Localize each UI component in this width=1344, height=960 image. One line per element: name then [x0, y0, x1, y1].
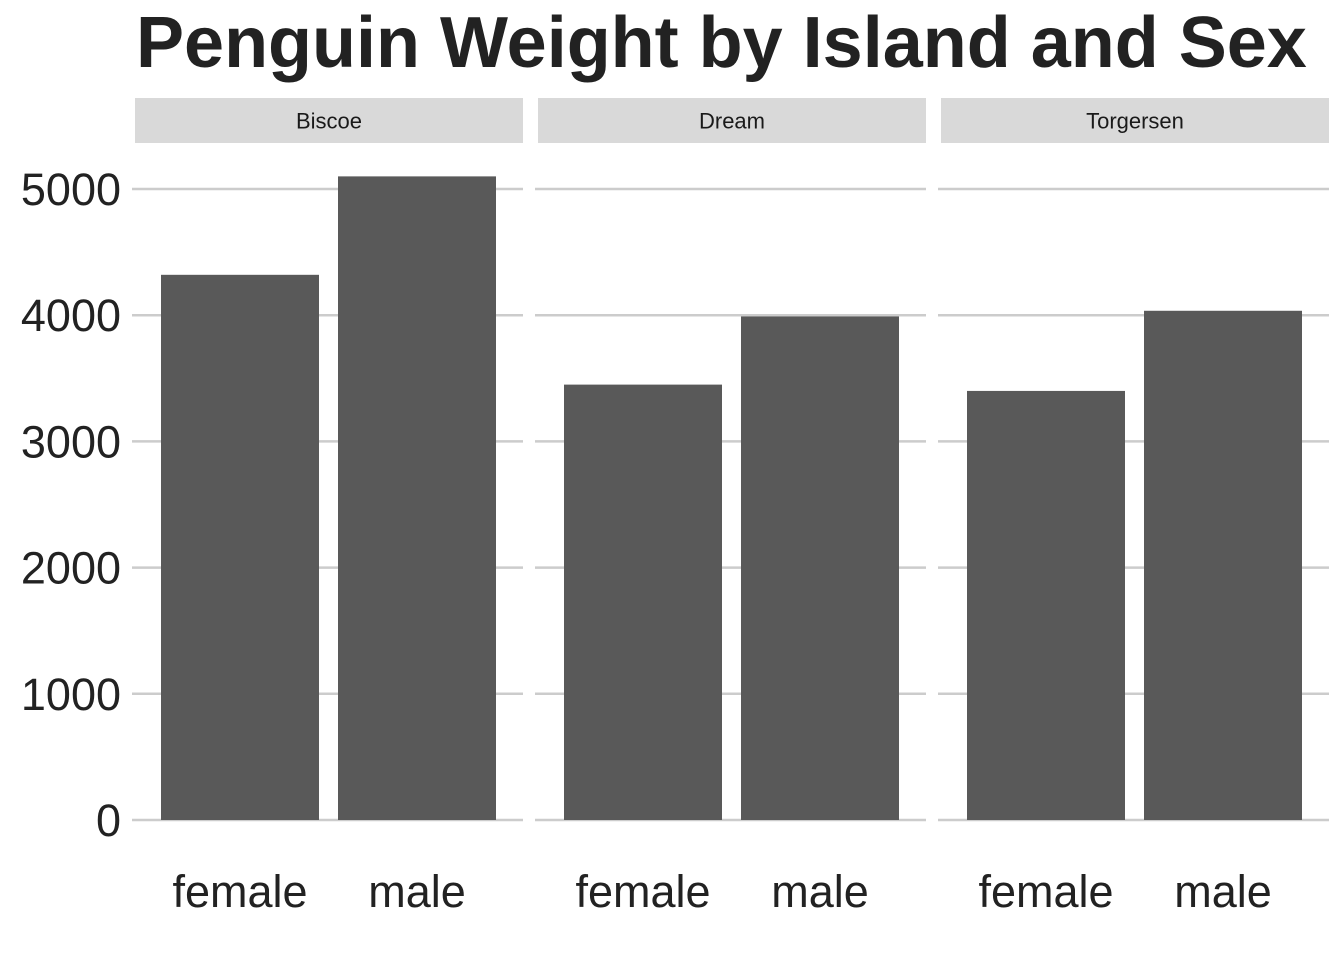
facet-strip-label: Torgersen [1086, 109, 1184, 134]
y-tick-label: 0 [96, 795, 121, 846]
y-tick-label: 2000 [21, 543, 121, 594]
x-tick-label: female [978, 866, 1113, 917]
bar-dream-male [741, 316, 899, 820]
x-tick-label: female [575, 866, 710, 917]
bar-biscoe-male [338, 176, 496, 820]
facet-strip-label: Biscoe [296, 109, 362, 134]
facet-strip [538, 98, 926, 143]
bar-torgersen-male [1144, 310, 1302, 820]
facet-panel-dream: Dream female male [535, 98, 926, 917]
facet-strip [941, 98, 1329, 143]
x-tick-label: female [172, 866, 307, 917]
facet-strip [135, 98, 523, 143]
y-tick-label: 3000 [21, 416, 121, 467]
y-axis: 0 1000 2000 3000 4000 5000 [21, 164, 121, 846]
y-tick-label: 1000 [21, 669, 121, 720]
bar-dream-female [564, 384, 722, 820]
facet-panel-biscoe: Biscoe female male [132, 98, 523, 917]
y-tick-label: 4000 [21, 290, 121, 341]
chart-title: Penguin Weight by Island and Sex [136, 3, 1307, 83]
facet-strip-label: Dream [699, 109, 765, 134]
bar-torgersen-female [967, 390, 1125, 820]
bar-biscoe-female [161, 274, 319, 820]
x-tick-label: male [368, 866, 466, 917]
y-tick-label: 5000 [21, 164, 121, 215]
x-tick-label: male [1174, 866, 1272, 917]
facet-panel-torgersen: Torgersen female male [938, 98, 1329, 917]
x-tick-label: male [771, 866, 869, 917]
